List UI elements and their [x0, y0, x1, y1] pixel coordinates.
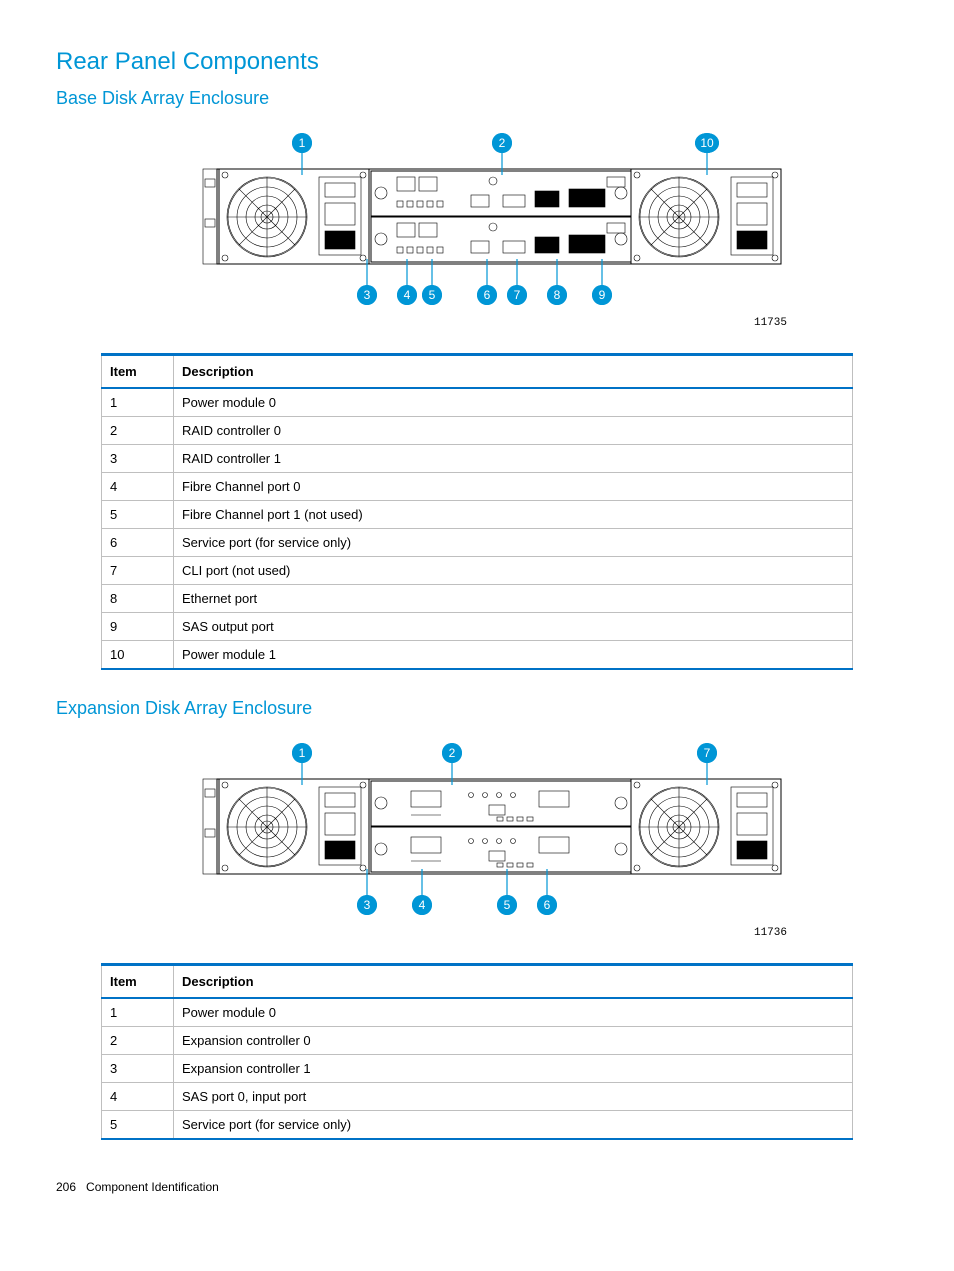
- table-row: 5Fibre Channel port 1 (not used): [102, 501, 853, 529]
- table-row: 7CLI port (not used): [102, 557, 853, 585]
- cell-description: RAID controller 0: [174, 417, 853, 445]
- svg-text:8: 8: [554, 288, 561, 302]
- cell-description: Service port (for service only): [174, 1111, 853, 1140]
- cell-item: 1: [102, 388, 174, 417]
- cell-item: 5: [102, 501, 174, 529]
- page-footer: 206 Component Identification: [56, 1180, 898, 1194]
- svg-text:6: 6: [484, 288, 491, 302]
- cell-description: SAS output port: [174, 613, 853, 641]
- cell-item: 10: [102, 641, 174, 670]
- cell-description: Expansion controller 1: [174, 1055, 853, 1083]
- table-row: 4Fibre Channel port 0: [102, 473, 853, 501]
- table-row: 3Expansion controller 1: [102, 1055, 853, 1083]
- cell-item: 7: [102, 557, 174, 585]
- section-heading-base: Base Disk Array Enclosure: [56, 88, 898, 109]
- cell-item: 9: [102, 613, 174, 641]
- cell-item: 3: [102, 1055, 174, 1083]
- svg-text:5: 5: [429, 288, 436, 302]
- diagram-svg-expansion: 1 2 7 3 4 5 6: [167, 739, 787, 919]
- diagram-svg-base: 1 2 10 3 4 5 6 7 8 9: [167, 129, 787, 309]
- footer-label: Component Identification: [86, 1180, 219, 1194]
- svg-text:1: 1: [299, 136, 306, 150]
- cell-description: Power module 1: [174, 641, 853, 670]
- table-header-item: Item: [102, 965, 174, 999]
- diagram-id-base: 11735: [167, 317, 787, 329]
- cell-description: Expansion controller 0: [174, 1027, 853, 1055]
- svg-text:7: 7: [704, 746, 711, 760]
- footer-page-number: 206: [56, 1180, 76, 1194]
- cell-item: 6: [102, 529, 174, 557]
- cell-description: Power module 0: [174, 998, 853, 1027]
- svg-text:1: 1: [299, 746, 306, 760]
- table-row: 9SAS output port: [102, 613, 853, 641]
- svg-text:5: 5: [504, 898, 511, 912]
- cell-description: Ethernet port: [174, 585, 853, 613]
- svg-text:4: 4: [404, 288, 411, 302]
- cell-item: 3: [102, 445, 174, 473]
- cell-item: 4: [102, 1083, 174, 1111]
- table-row: 5Service port (for service only): [102, 1111, 853, 1140]
- table-row: 10Power module 1: [102, 641, 853, 670]
- svg-text:9: 9: [599, 288, 606, 302]
- cell-description: Fibre Channel port 1 (not used): [174, 501, 853, 529]
- svg-text:6: 6: [544, 898, 551, 912]
- cell-description: CLI port (not used): [174, 557, 853, 585]
- table-row: 1Power module 0: [102, 998, 853, 1027]
- cell-item: 4: [102, 473, 174, 501]
- cell-item: 2: [102, 417, 174, 445]
- svg-text:3: 3: [364, 898, 371, 912]
- table-header-description: Description: [174, 965, 853, 999]
- diagram-id-expansion: 11736: [167, 927, 787, 939]
- table-row: 4SAS port 0, input port: [102, 1083, 853, 1111]
- svg-text:2: 2: [499, 136, 506, 150]
- table-header-description: Description: [174, 355, 853, 389]
- cell-item: 5: [102, 1111, 174, 1140]
- diagram-expansion: 1 2 7 3 4 5 6 11736: [56, 739, 898, 939]
- table-row: 1Power module 0: [102, 388, 853, 417]
- cell-item: 1: [102, 998, 174, 1027]
- page-title: Rear Panel Components: [56, 48, 898, 76]
- table-row: 3RAID controller 1: [102, 445, 853, 473]
- table-row: 6Service port (for service only): [102, 529, 853, 557]
- cell-description: Power module 0: [174, 388, 853, 417]
- table-row: 2RAID controller 0: [102, 417, 853, 445]
- svg-text:2: 2: [449, 746, 456, 760]
- section-heading-expansion: Expansion Disk Array Enclosure: [56, 698, 898, 719]
- svg-text:10: 10: [700, 136, 714, 150]
- diagram-base: 1 2 10 3 4 5 6 7 8 9 11735: [56, 129, 898, 329]
- cell-item: 2: [102, 1027, 174, 1055]
- table-row: 8Ethernet port: [102, 585, 853, 613]
- cell-description: SAS port 0, input port: [174, 1083, 853, 1111]
- table-header-item: Item: [102, 355, 174, 389]
- cell-item: 8: [102, 585, 174, 613]
- cell-description: RAID controller 1: [174, 445, 853, 473]
- table-expansion: Item Description 1Power module 02Expansi…: [101, 963, 853, 1140]
- cell-description: Fibre Channel port 0: [174, 473, 853, 501]
- cell-description: Service port (for service only): [174, 529, 853, 557]
- svg-text:7: 7: [514, 288, 521, 302]
- svg-text:4: 4: [419, 898, 426, 912]
- svg-text:3: 3: [364, 288, 371, 302]
- table-base: Item Description 1Power module 02RAID co…: [101, 353, 853, 670]
- table-row: 2Expansion controller 0: [102, 1027, 853, 1055]
